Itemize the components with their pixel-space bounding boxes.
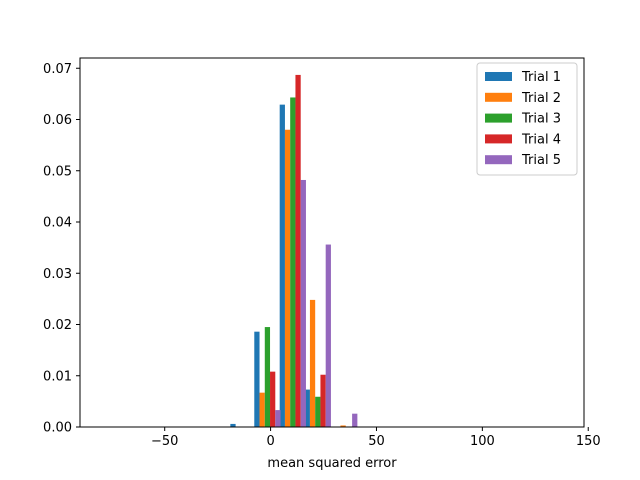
x-tick-label: 150 — [576, 434, 601, 449]
y-tick-label: 0.05 — [43, 164, 72, 179]
y-tick-label: 0.07 — [43, 62, 72, 77]
y-tick-label: 0.03 — [43, 267, 72, 282]
bar-trial-4-bin-3 — [320, 374, 326, 427]
bar-trial-5-bin-3 — [325, 244, 331, 427]
legend-label: Trial 4 — [521, 132, 561, 147]
legend-label: Trial 5 — [521, 153, 561, 168]
y-tick-label: 0.00 — [43, 421, 72, 436]
legend: Trial 1 Trial 2 Trial 3 Trial 4 Trial 5 — [476, 62, 578, 176]
bar-trial-2-bin-1 — [259, 392, 265, 427]
x-axis-ticks: −50 0 50 100 150 — [151, 427, 601, 449]
legend-swatch — [485, 92, 512, 102]
legend-label: Trial 3 — [521, 112, 561, 127]
x-tick-label: 0 — [266, 434, 274, 449]
legend-swatch — [485, 134, 512, 144]
bar-trial-2-bin-2 — [284, 129, 291, 427]
bar-extra-0 — [352, 413, 358, 427]
legend-label: Trial 1 — [521, 70, 561, 85]
y-tick-label: 0.04 — [43, 216, 72, 231]
legend-swatch — [485, 113, 512, 123]
bar-trial-1-bin-2 — [279, 104, 285, 427]
bar-extra-1 — [340, 425, 346, 427]
bar-trial-2-bin-3 — [309, 299, 316, 427]
bar-trial-1-bin-1 — [254, 331, 260, 427]
legend-swatch — [485, 72, 512, 81]
bar-trial-3-bin-3 — [315, 396, 321, 427]
bar-trial-3-bin-1 — [264, 327, 271, 427]
y-tick-label: 0.02 — [43, 318, 72, 333]
legend-label: Trial 2 — [521, 91, 561, 106]
y-tick-label: 0.06 — [43, 113, 72, 128]
plot-frame — [79, 57, 585, 428]
bar-trial-4-bin-2 — [295, 74, 301, 427]
x-tick-label: 50 — [368, 434, 385, 449]
bar-trial-4-bin-1 — [270, 371, 276, 427]
bar-trial-5-bin-2 — [300, 179, 306, 427]
bar-trial-5-bin-1 — [275, 410, 281, 427]
bar-trial-3-bin-2 — [290, 97, 296, 428]
y-axis-ticks: 0.00 0.01 0.02 0.03 0.04 0.05 0.06 0.07 — [43, 62, 80, 436]
x-axis-label: mean squared error — [267, 456, 397, 471]
x-tick-label: 100 — [470, 434, 495, 449]
bars-group — [230, 74, 358, 428]
bar-trial-1-bin-3 — [304, 389, 310, 427]
bar-trial-1-bin-0 — [230, 423, 236, 427]
y-tick-label: 0.01 — [43, 369, 72, 384]
legend-box — [476, 62, 578, 176]
x-tick-label: −50 — [151, 434, 178, 449]
legend-swatch — [485, 155, 512, 165]
